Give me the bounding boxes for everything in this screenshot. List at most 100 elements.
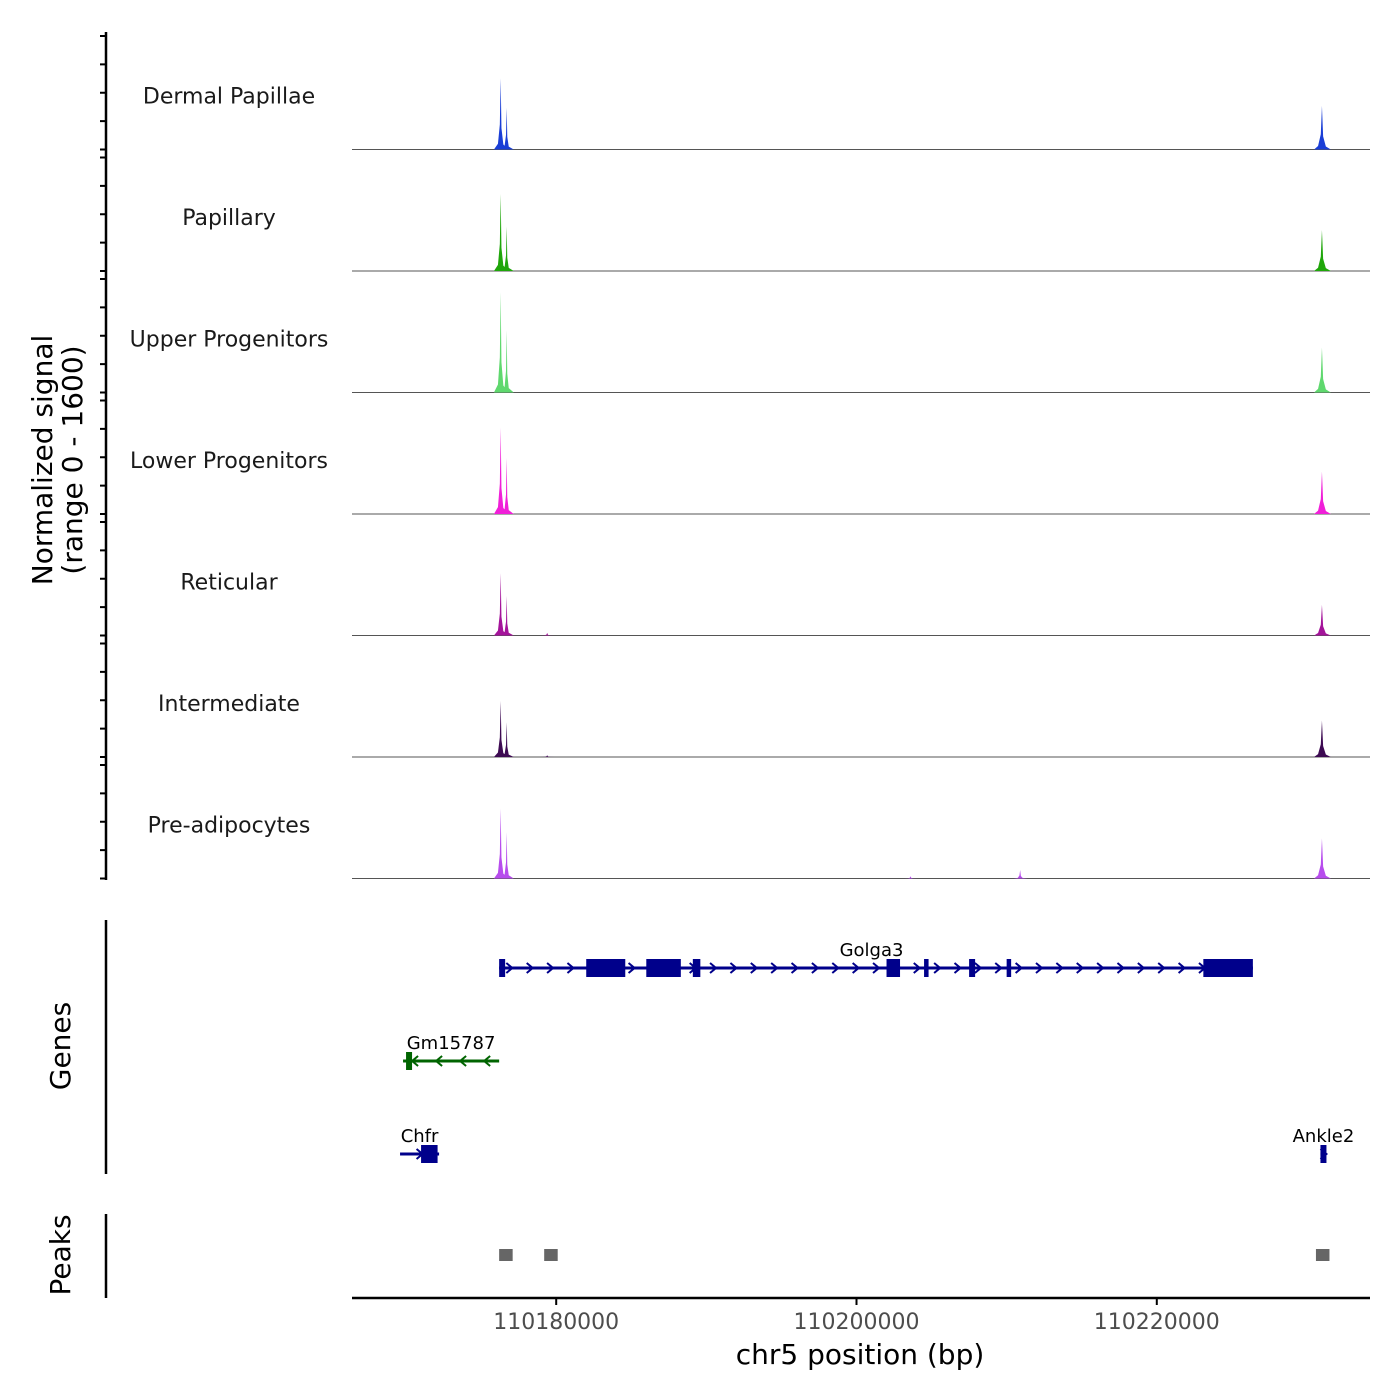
x-tick-label: 110220000 (1094, 1310, 1220, 1335)
strand-chevron (790, 962, 800, 974)
exon (1320, 1145, 1327, 1163)
x-tick-label: 110180000 (493, 1310, 619, 1335)
gene-ankle2: Ankle2 (1293, 1126, 1355, 1163)
gene-label: Gm15787 (407, 1033, 496, 1054)
track-label: Reticular (180, 571, 278, 596)
gene-chfr: Chfr (400, 1126, 440, 1163)
track-label: Papillary (182, 206, 276, 231)
gene-label: Golga3 (840, 940, 904, 961)
strand-chevron (852, 962, 861, 974)
coverage-peak (1314, 838, 1331, 879)
y-axis-label: Normalized signal (26, 335, 59, 586)
exon (1006, 959, 1012, 977)
track-label: Dermal Papillae (143, 85, 315, 110)
track-label: Lower Progenitors (130, 449, 328, 474)
exon (646, 959, 681, 977)
track-label: Intermediate (158, 692, 300, 717)
strand-chevron (709, 962, 718, 974)
strand-chevron (750, 962, 759, 974)
coverage-peak (1013, 870, 1028, 879)
coverage-peak (500, 330, 514, 393)
y-axis-label-range: (range 0 - 1600) (56, 345, 89, 574)
peak-region (1315, 1249, 1330, 1261)
track-papillary: Papillary (182, 193, 1370, 272)
peak-region (544, 1249, 558, 1261)
coverage-peak (500, 832, 514, 879)
coverage-peak (500, 722, 514, 757)
exon (924, 959, 929, 977)
strand-chevron (458, 1055, 467, 1067)
coverage-peak (1314, 105, 1331, 150)
track-dermal-papillae: Dermal Papillae (143, 78, 1370, 150)
coverage-peak (493, 573, 509, 636)
strand-chevron (410, 1055, 419, 1067)
exon (969, 959, 976, 977)
coverage-peak (500, 226, 514, 271)
exon (586, 959, 626, 977)
coverage-peak (493, 700, 509, 757)
track-pre-adipocytes: Pre-adipocytes (148, 808, 1370, 879)
strand-chevron (627, 962, 637, 974)
track-intermediate: Intermediate (158, 692, 1370, 758)
coverage-peak (540, 632, 555, 636)
coverage-peak (1314, 471, 1331, 514)
strand-chevron (482, 1055, 491, 1067)
coverage-peak (904, 876, 918, 879)
coverage-peak (540, 755, 555, 757)
exon (406, 1052, 413, 1070)
exon (1203, 959, 1253, 977)
strand-chevron (434, 1055, 443, 1067)
gene-gm15787: Gm15787 (403, 1033, 500, 1070)
x-axis-label: chr5 position (bp) (736, 1338, 985, 1371)
strand-chevron (770, 962, 779, 974)
coverage-peak (1314, 230, 1331, 271)
strand-chevron (1096, 962, 1105, 974)
peaks-panel (499, 1249, 1330, 1261)
coverage-peak (500, 457, 514, 514)
peak-region (499, 1249, 513, 1261)
strand-chevron (994, 962, 1003, 974)
peaks-panel-label: Peaks (44, 1214, 77, 1295)
strand-chevron (526, 962, 535, 974)
gene-label: Chfr (401, 1126, 439, 1147)
gene-label: Ankle2 (1293, 1126, 1355, 1147)
strand-chevron (566, 962, 576, 974)
strand-chevron (953, 962, 963, 974)
strand-chevron (1035, 962, 1044, 974)
strand-chevron (913, 962, 922, 974)
genes-panel-label: Genes (44, 1002, 77, 1090)
gene-golga3: Golga3 (499, 940, 1253, 977)
coverage-peak (493, 292, 509, 393)
gene-annotation-panel: Golga3 Gm15787 Chfr Ankle2 (400, 940, 1354, 1163)
track-label: Upper Progenitors (130, 328, 329, 353)
strand-chevron (546, 962, 555, 974)
coverage-peak (493, 193, 509, 271)
strand-chevron (1157, 962, 1166, 974)
strand-chevron (974, 962, 983, 974)
coverage-peak (493, 78, 509, 150)
strand-chevron (1055, 962, 1064, 974)
strand-chevron (1014, 962, 1024, 974)
exon (692, 959, 701, 977)
strand-chevron (1076, 962, 1085, 974)
strand-chevron (1137, 962, 1146, 974)
coverage-peak (1314, 347, 1331, 393)
coverage-peak (493, 808, 509, 879)
strand-chevron (872, 962, 881, 974)
strand-chevron (729, 962, 738, 974)
coverage-peak (500, 107, 514, 150)
track-reticular: Reticular (180, 571, 1370, 636)
coverage-tracks: Dermal Papillae Papillary Upper Progenitor… (130, 78, 1370, 879)
exon (499, 959, 506, 977)
track-label: Pre-adipocytes (148, 814, 311, 839)
coverage-peak (493, 427, 509, 514)
coverage-peak (1314, 604, 1331, 636)
x-tick-label: 110200000 (794, 1310, 920, 1335)
track-lower-progenitors: Lower Progenitors (130, 427, 1370, 515)
coverage-peak (500, 595, 514, 636)
strand-chevron (1177, 962, 1187, 974)
strand-chevron (831, 962, 840, 974)
exon (886, 959, 901, 977)
strand-chevron (505, 962, 514, 974)
track-upper-progenitors: Upper Progenitors (130, 292, 1370, 393)
